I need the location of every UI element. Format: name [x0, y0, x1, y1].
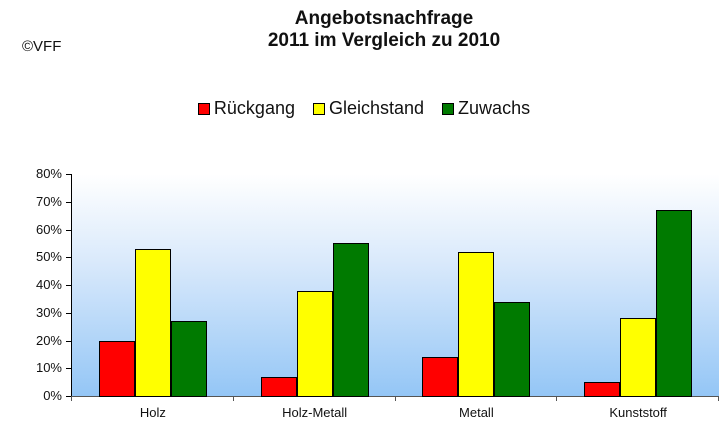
legend-item-gleichstand: Gleichstand	[312, 98, 425, 119]
y-tick-label: 30%	[35, 304, 62, 320]
y-tick-label: 50%	[35, 249, 62, 265]
y-tick-label: 60%	[35, 221, 62, 237]
y-tick	[66, 201, 71, 203]
x-tick-label: Holz-Metall	[282, 405, 348, 420]
y-axis	[71, 174, 72, 397]
copyright-label: ©VFF	[22, 38, 62, 55]
y-tick	[66, 312, 71, 314]
bar-gleichstand-metall	[458, 251, 495, 397]
bar-zuwachs-metall	[494, 301, 531, 397]
bar-gleichstand-holz	[134, 248, 171, 397]
x-tick	[718, 397, 719, 401]
bar-gleichstand-holzmetall	[296, 290, 333, 397]
legend-swatch-rueckgang	[197, 102, 210, 115]
x-tick-label: Kunststoff	[609, 405, 667, 420]
x-tick-label: Metall	[459, 405, 494, 420]
y-tick-label: 70%	[35, 193, 62, 209]
bar-zuwachs-kunststoff	[656, 210, 693, 397]
chart-title: Angebotsnachfrage 2011 im Vergleich zu 2…	[0, 8, 728, 52]
x-tick-label: Holz	[139, 405, 166, 420]
bar-rckgang-holzmetall	[260, 376, 297, 397]
x-tick	[394, 397, 396, 401]
legend-swatch-gleichstand	[312, 102, 325, 115]
y-tick-label: 80%	[35, 166, 62, 181]
x-tick	[556, 397, 558, 401]
bar-zuwachs-holzmetall	[332, 243, 369, 397]
y-tick-label: 40%	[35, 277, 62, 292]
legend-item-rueckgang: Rückgang	[197, 98, 295, 119]
bar-rckgang-metall	[422, 357, 459, 397]
legend-label: Rückgang	[213, 98, 295, 118]
chart-title-line2: 2011 im Vergleich zu 2010	[267, 30, 501, 51]
y-tick	[66, 229, 71, 231]
y-tick	[66, 257, 71, 259]
bar-rckgang-holz	[98, 340, 135, 397]
legend-item-zuwachs: Zuwachs	[442, 98, 530, 119]
x-tick	[71, 397, 72, 401]
y-tick	[66, 368, 71, 370]
bar-rckgang-kunststoff	[584, 382, 621, 397]
chart-title-line1: Angebotsnachfrage	[294, 8, 474, 29]
y-tick	[66, 174, 71, 175]
y-tick	[66, 340, 71, 342]
legend-label: Gleichstand	[328, 98, 425, 118]
y-tick-label: 0%	[43, 388, 62, 403]
x-axis	[71, 396, 719, 397]
bar-zuwachs-holz	[170, 321, 207, 397]
legend-label: Zuwachs	[458, 98, 531, 118]
y-tick-label: 10%	[35, 360, 62, 376]
y-tick	[66, 396, 71, 397]
y-tick	[66, 285, 71, 286]
bar-gleichstand-kunststoff	[620, 318, 657, 397]
y-tick-label: 20%	[35, 332, 62, 348]
chart-legend: Rückgang Gleichstand Zuwachs	[0, 98, 728, 119]
x-tick	[232, 397, 234, 401]
legend-swatch-zuwachs	[442, 102, 455, 115]
